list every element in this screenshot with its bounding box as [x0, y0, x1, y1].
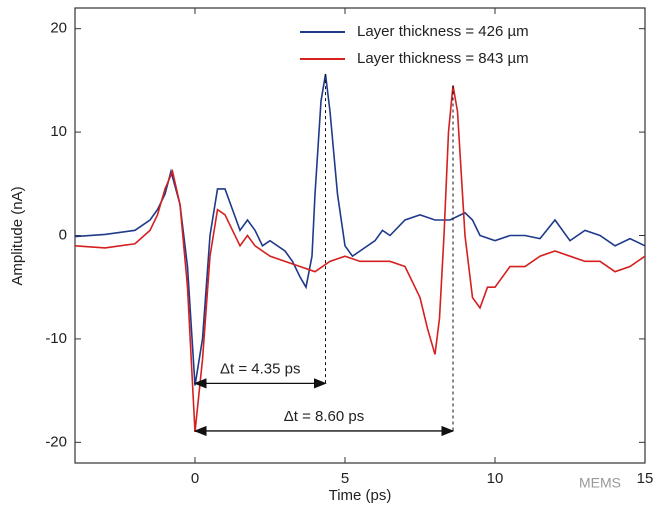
y-tick-label: -20	[45, 433, 67, 450]
x-tick-label: 15	[637, 470, 654, 487]
x-tick-label: 0	[191, 470, 199, 487]
annotation: Δt = 4.35 ps	[220, 360, 301, 377]
watermark: MEMS	[579, 475, 621, 491]
y-axis-label: Amplitude (nA)	[9, 186, 26, 285]
x-axis-label: Time (ps)	[329, 487, 392, 504]
y-tick-label: 0	[59, 226, 67, 243]
plot-frame	[74, 7, 646, 464]
x-tick-label: 5	[341, 470, 349, 487]
y-tick-label: 20	[50, 20, 67, 37]
series-line	[74, 74, 646, 386]
series-line	[74, 85, 646, 433]
legend-label: Layer thickness = 843 µm	[357, 50, 529, 67]
annotation: Δt = 8.60 ps	[284, 408, 365, 425]
y-tick-label: 10	[50, 123, 67, 140]
y-tick-label: -10	[45, 330, 67, 347]
legend-label: Layer thickness = 426 µm	[357, 23, 529, 40]
x-tick-label: 10	[487, 470, 504, 487]
